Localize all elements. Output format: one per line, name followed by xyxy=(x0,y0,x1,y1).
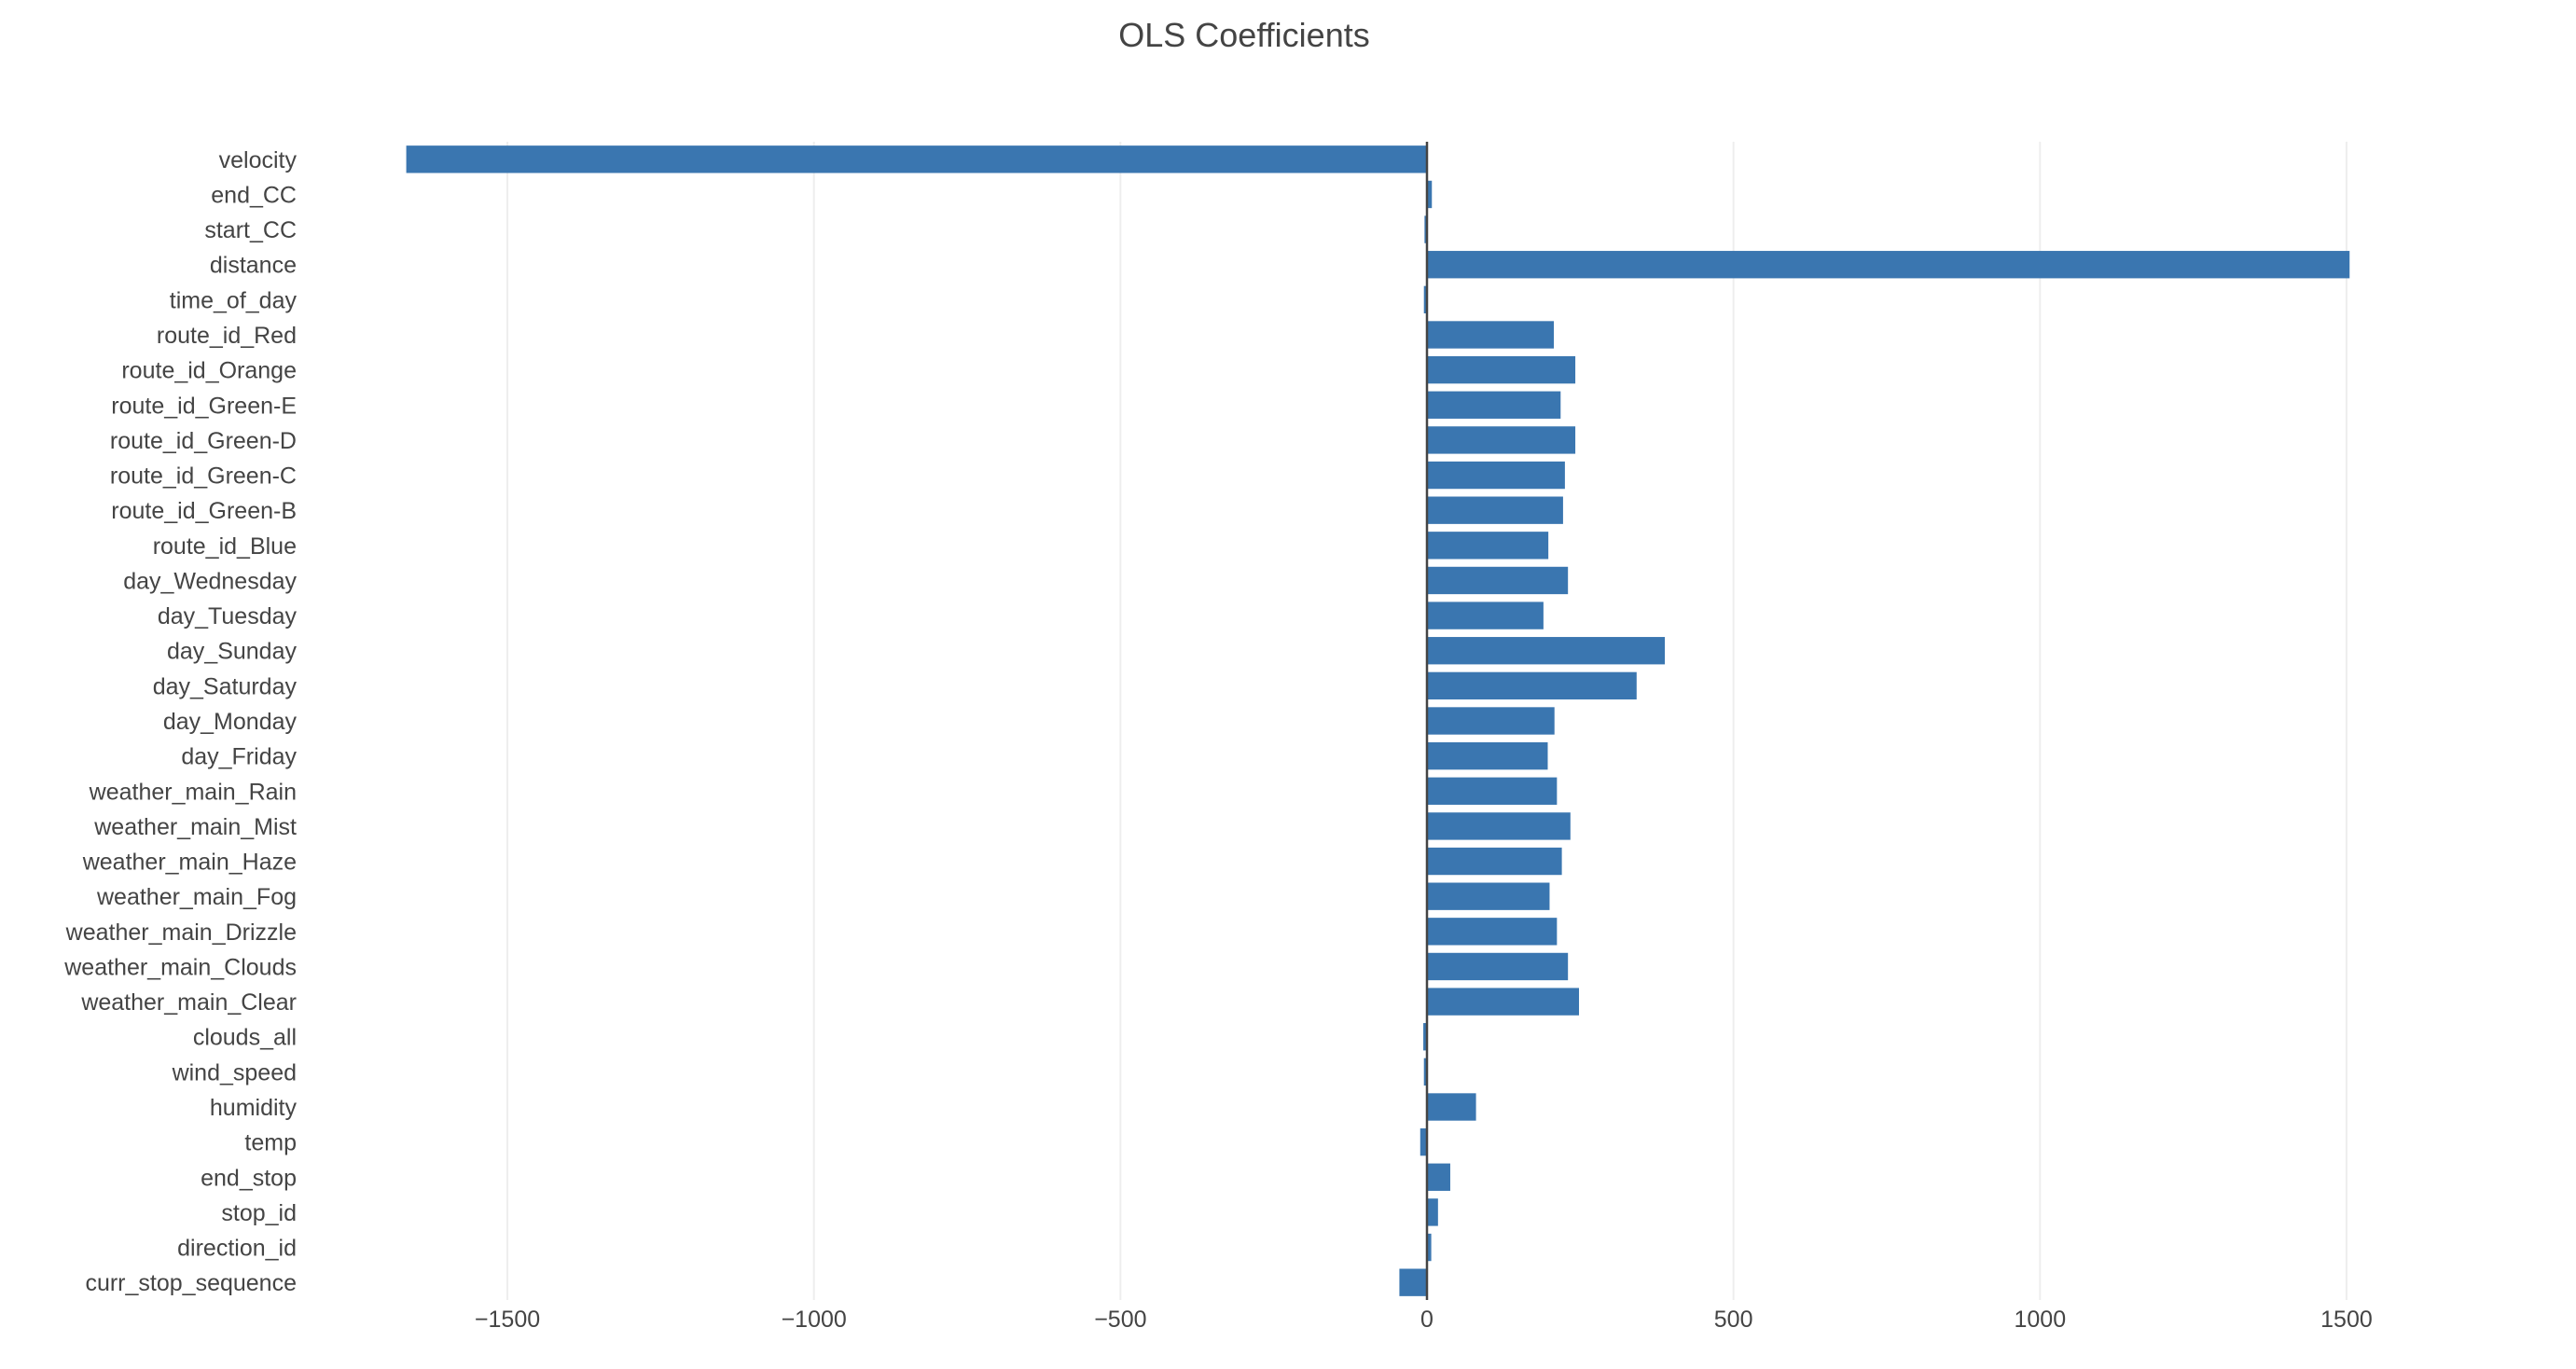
y-tick-label: time_of_day xyxy=(170,287,298,313)
bar-day-tuesday[interactable] xyxy=(1427,602,1544,629)
y-tick-label: route_id_Green-C xyxy=(110,463,297,490)
y-tick-label: route_id_Green-E xyxy=(111,393,297,419)
y-tick-label: weather_main_Drizzle xyxy=(65,920,297,946)
y-tick-label: direction_id xyxy=(177,1236,297,1262)
bar-day-saturday[interactable] xyxy=(1427,671,1637,700)
chart-title: OLS Coefficients xyxy=(1118,16,1369,54)
y-tick-label: velocity xyxy=(219,147,298,173)
bar-weather-main-mist[interactable] xyxy=(1427,812,1571,840)
y-tick-label: weather_main_Rain xyxy=(89,779,297,805)
y-tick-label: day_Tuesday xyxy=(158,603,298,629)
y-tick-label: wind_speed xyxy=(172,1059,297,1086)
bar-weather-main-clouds[interactable] xyxy=(1427,952,1569,981)
bar-route-id-red[interactable] xyxy=(1427,321,1555,349)
bar-curr-stop-sequence[interactable] xyxy=(1399,1268,1427,1296)
y-tick-label: day_Sunday xyxy=(167,639,298,665)
x-axis-labels: −1500 −1000 −500 0 500 1000 1500 xyxy=(475,1307,2373,1333)
y-tick-label: curr_stop_sequence xyxy=(85,1270,297,1296)
bar-weather-main-fog[interactable] xyxy=(1427,882,1550,910)
bar-day-friday[interactable] xyxy=(1427,741,1548,770)
bar-stop-id[interactable] xyxy=(1427,1198,1438,1226)
bar-distance[interactable] xyxy=(1427,251,2350,279)
bar-route-id-green-d[interactable] xyxy=(1427,426,1576,454)
y-tick-label: day_Friday xyxy=(181,744,297,770)
y-tick-label: day_Wednesday xyxy=(123,568,297,594)
y-tick-label: temp xyxy=(244,1130,297,1156)
y-tick-label: weather_main_Mist xyxy=(93,814,297,840)
x-tick-label: 1500 xyxy=(2320,1307,2373,1333)
y-tick-label: start_CC xyxy=(204,217,297,243)
bar-wind-speed[interactable] xyxy=(1423,1058,1427,1086)
y-tick-label: weather_main_Fog xyxy=(96,884,297,910)
bar-end-cc[interactable] xyxy=(1427,180,1433,209)
grid-layer xyxy=(506,142,2347,1300)
y-tick-label: route_id_Orange xyxy=(121,358,297,384)
bar-day-monday[interactable] xyxy=(1427,707,1555,735)
y-tick-label: route_id_Red xyxy=(157,323,297,349)
bar-route-id-green-e[interactable] xyxy=(1427,391,1561,419)
bars-layer xyxy=(406,145,2350,1296)
y-tick-label: distance xyxy=(210,253,297,279)
bar-route-id-green-c[interactable] xyxy=(1427,461,1565,490)
bar-weather-main-rain[interactable] xyxy=(1427,777,1558,805)
y-axis-labels: velocity end_CC start_CC distance time_of_da… xyxy=(63,147,297,1296)
bar-route-id-blue[interactable] xyxy=(1427,532,1549,560)
bar-velocity[interactable] xyxy=(406,145,1428,173)
bar-route-id-orange[interactable] xyxy=(1427,355,1576,384)
y-tick-label: weather_main_Clouds xyxy=(63,954,297,980)
bar-start-cc[interactable] xyxy=(1424,215,1427,243)
bar-day-sunday[interactable] xyxy=(1427,637,1666,665)
bar-humidity[interactable] xyxy=(1427,1093,1476,1121)
y-tick-label: end_stop xyxy=(201,1165,297,1191)
x-tick-label: 0 xyxy=(1420,1307,1433,1333)
y-tick-label: stop_id xyxy=(221,1200,297,1226)
bar-time-of-day[interactable] xyxy=(1423,285,1427,314)
y-tick-label: weather_main_Haze xyxy=(82,850,297,876)
bar-clouds-all[interactable] xyxy=(1423,1023,1427,1051)
x-tick-label: −1000 xyxy=(782,1307,847,1333)
y-tick-label: route_id_Green-B xyxy=(111,498,297,524)
y-tick-label: route_id_Blue xyxy=(153,533,297,560)
y-tick-label: end_CC xyxy=(211,182,297,208)
y-tick-label: weather_main_Clear xyxy=(80,989,297,1016)
bar-route-id-green-b[interactable] xyxy=(1427,496,1563,524)
bar-weather-main-clear[interactable] xyxy=(1427,988,1580,1016)
y-tick-label: humidity xyxy=(210,1095,298,1121)
bar-direction-id[interactable] xyxy=(1427,1233,1432,1262)
x-tick-label: −500 xyxy=(1094,1307,1146,1333)
y-tick-label: day_Monday xyxy=(163,709,298,735)
bar-weather-main-haze[interactable] xyxy=(1427,847,1562,876)
bar-day-wednesday[interactable] xyxy=(1427,566,1569,595)
y-tick-label: day_Saturday xyxy=(153,673,298,699)
x-tick-label: 500 xyxy=(1714,1307,1753,1333)
bar-weather-main-drizzle[interactable] xyxy=(1427,918,1558,946)
x-tick-label: 1000 xyxy=(2014,1307,2066,1333)
y-tick-label: clouds_all xyxy=(193,1025,297,1051)
bar-end-stop[interactable] xyxy=(1427,1163,1450,1191)
bar-temp[interactable] xyxy=(1420,1127,1427,1156)
y-tick-label: route_id_Green-D xyxy=(110,428,297,454)
x-tick-label: −1500 xyxy=(475,1307,540,1333)
